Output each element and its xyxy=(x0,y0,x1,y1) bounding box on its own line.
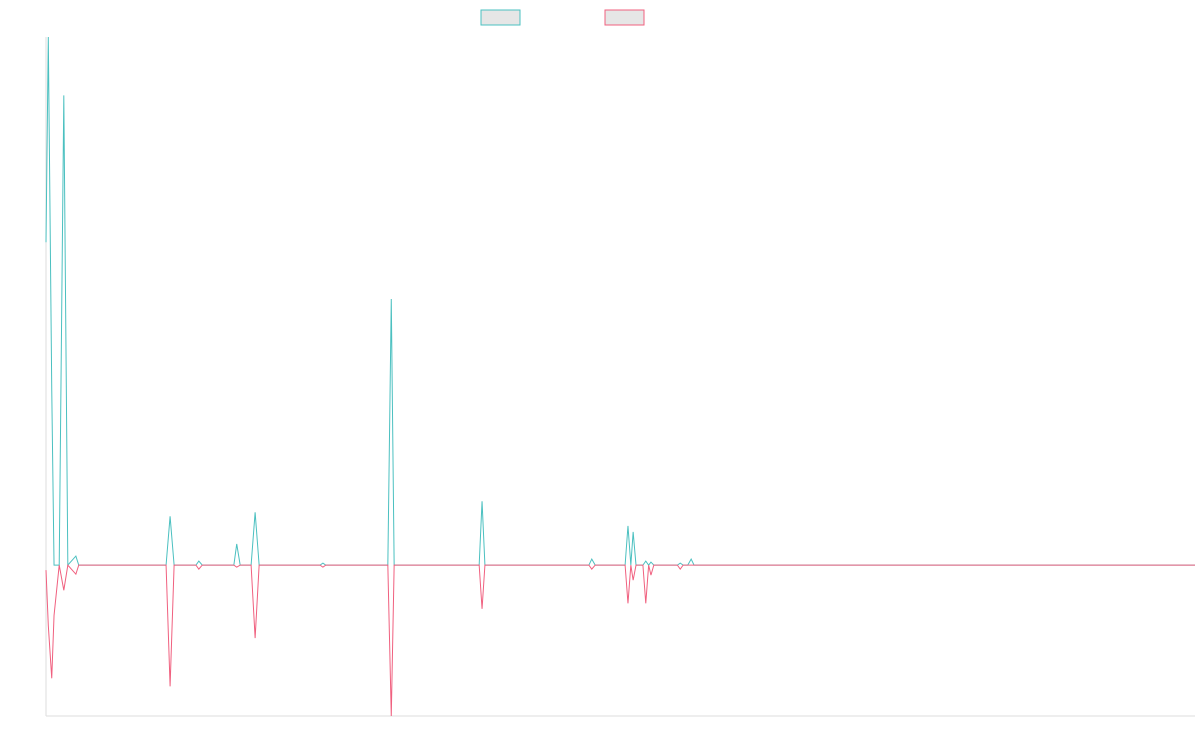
legend-swatch xyxy=(604,9,645,26)
legend-swatch xyxy=(480,9,521,26)
line-series xyxy=(45,36,1195,567)
line-series xyxy=(45,563,1195,717)
